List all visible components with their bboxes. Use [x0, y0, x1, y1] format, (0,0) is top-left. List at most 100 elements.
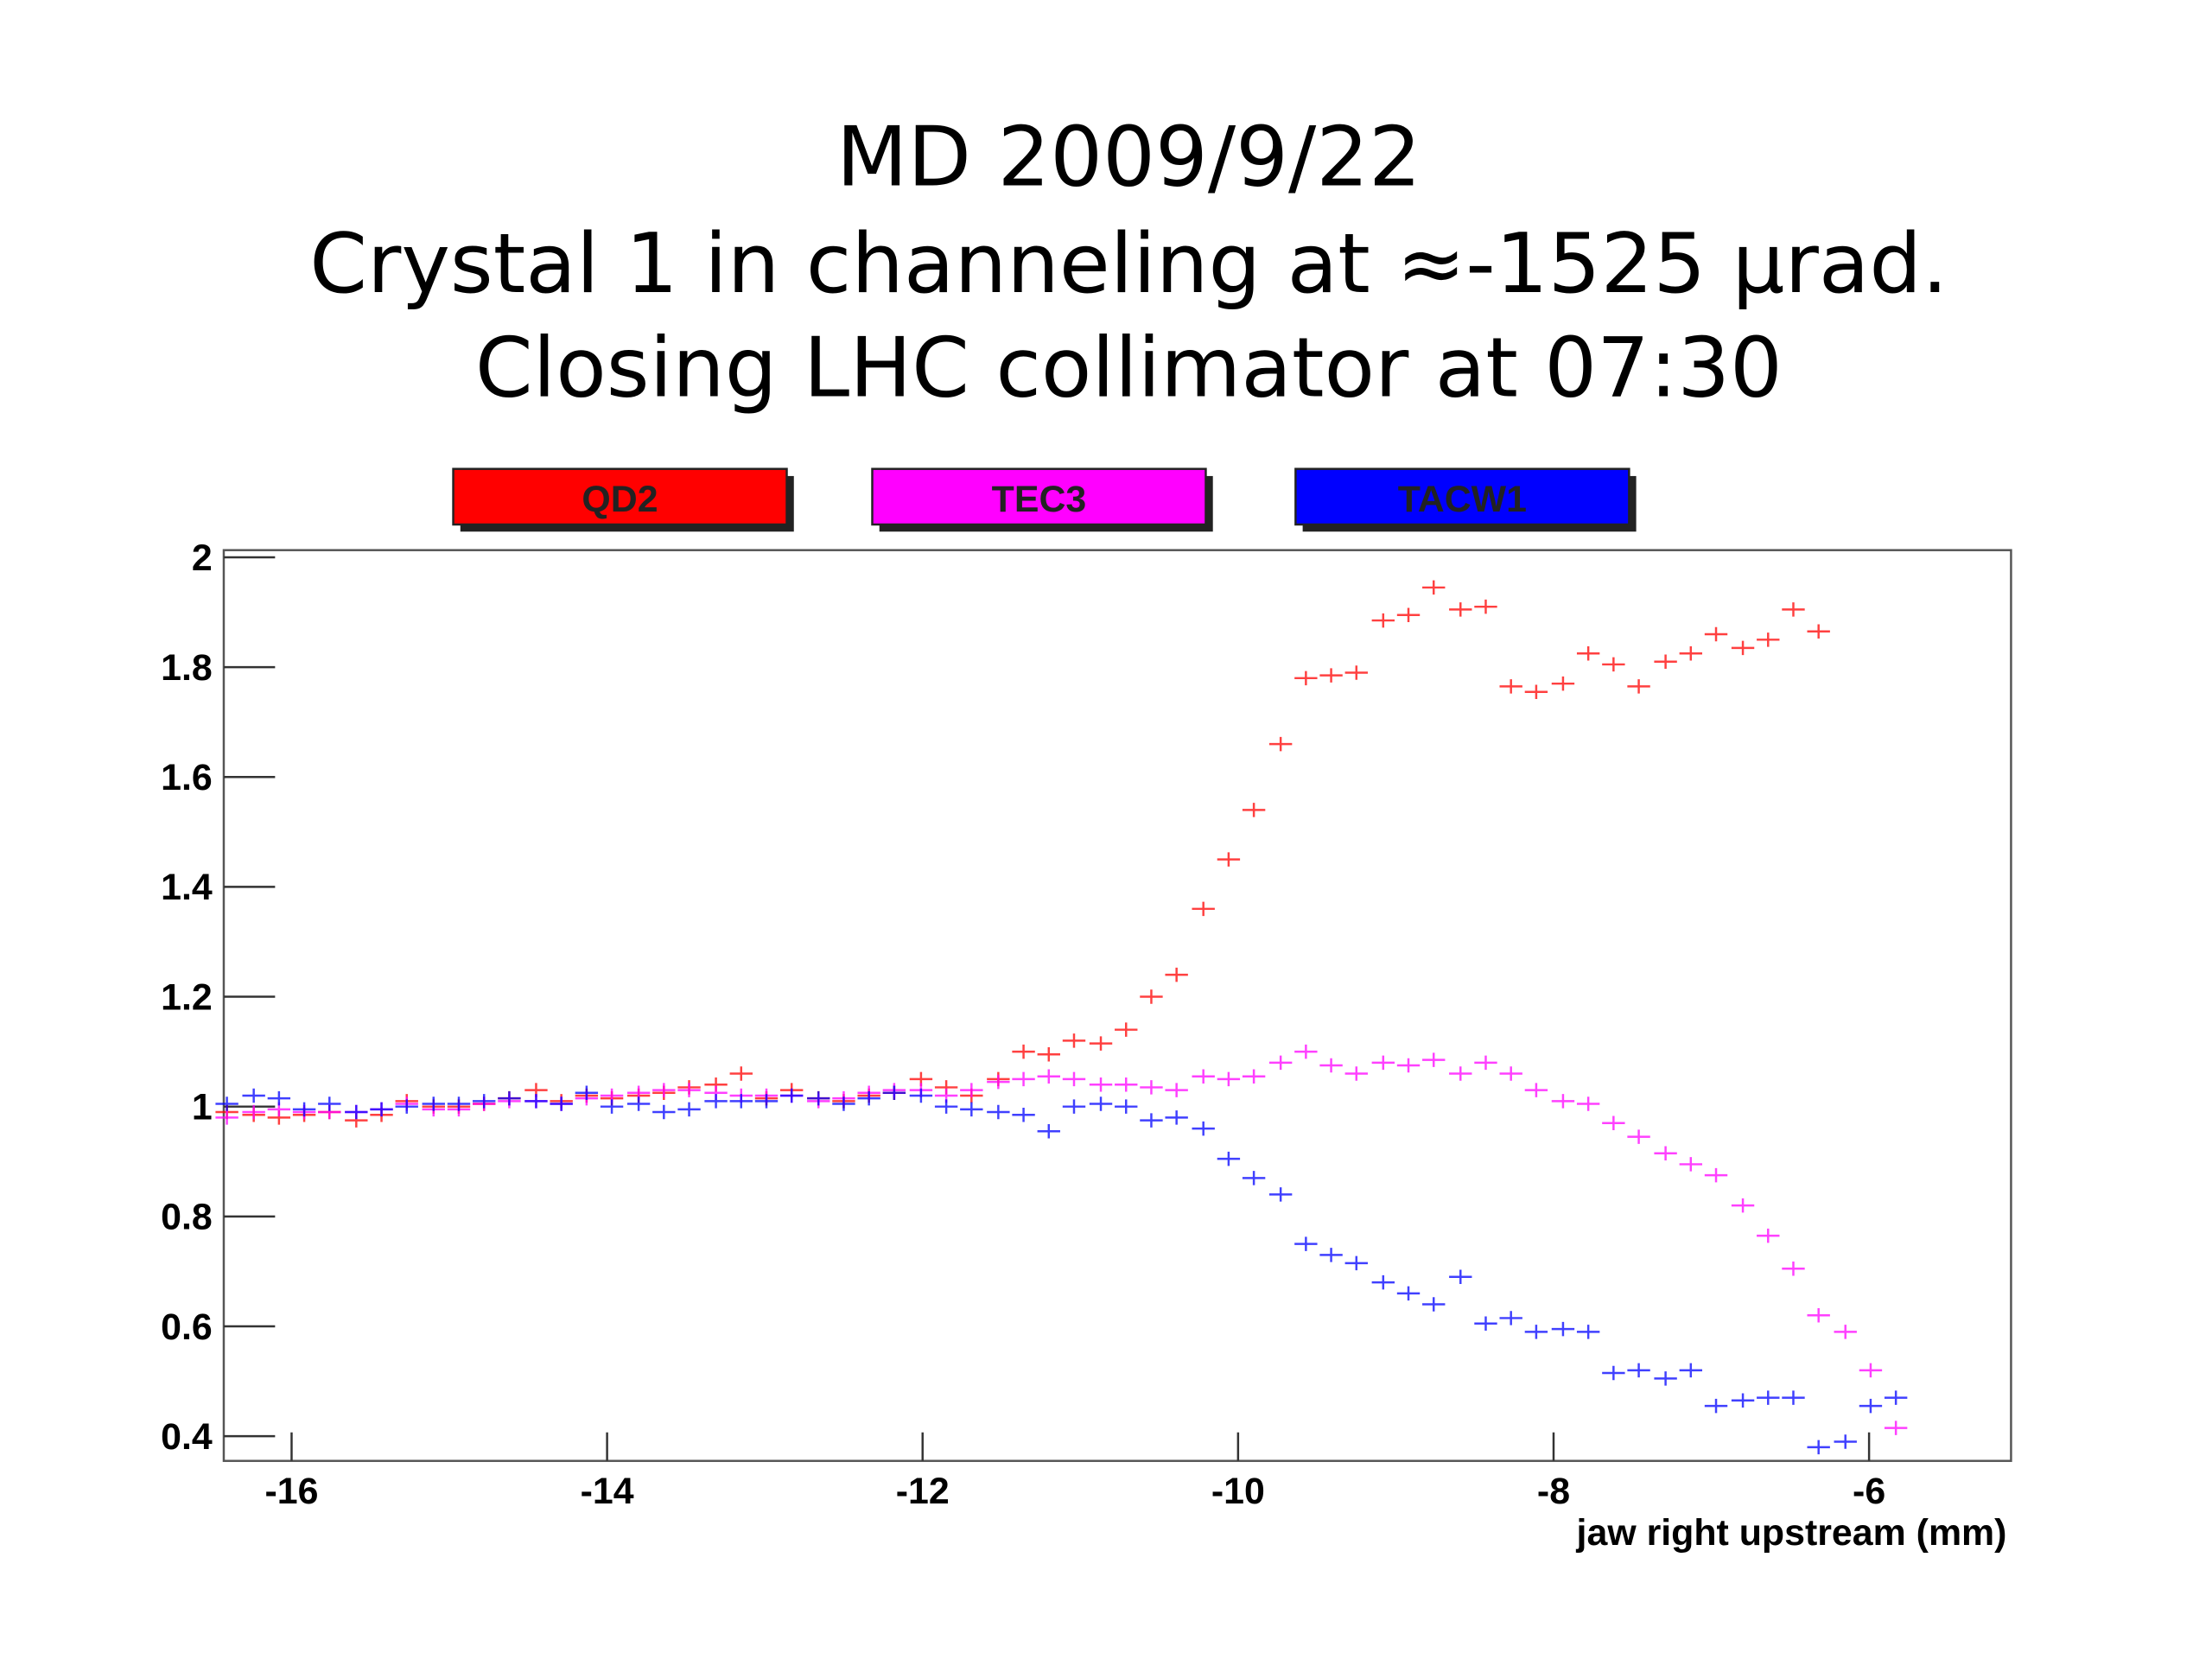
- data-point: [1884, 1421, 1908, 1435]
- data-point: [882, 1085, 906, 1101]
- data-point: [1294, 1236, 1318, 1251]
- data-point: [909, 1088, 933, 1103]
- y-tick-label: 1: [192, 1087, 213, 1128]
- data-point: [780, 1088, 804, 1103]
- title-line: Closing LHC collimator at 07:30: [475, 320, 1783, 416]
- data-point: [215, 1110, 238, 1125]
- data-point: [1679, 1157, 1703, 1172]
- legend-box: [871, 467, 1207, 526]
- data-point: [1474, 1055, 1497, 1071]
- data-point: [1807, 1440, 1830, 1455]
- y-tick-label: 2: [192, 537, 213, 579]
- data-point: [1217, 1151, 1241, 1166]
- data-point: [1217, 1071, 1241, 1087]
- x-tick-label: -14: [581, 1471, 634, 1512]
- data-point: [1704, 1398, 1728, 1414]
- data-point: [1757, 632, 1780, 647]
- data-point: [1294, 671, 1318, 686]
- data-point: [1757, 1390, 1780, 1405]
- data-point: [395, 1099, 418, 1114]
- data-point: [1396, 607, 1421, 622]
- y-tick-label: 1.8: [161, 647, 213, 689]
- data-point: [473, 1094, 496, 1109]
- data-point: [1344, 1255, 1368, 1271]
- data-point: [1859, 1398, 1883, 1414]
- data-point: [498, 1090, 521, 1106]
- data-point: [652, 1104, 676, 1120]
- x-axis-label: jaw right upstream (mm): [1576, 1512, 2007, 1554]
- data-point: [1782, 1261, 1805, 1276]
- data-point: [1807, 624, 1830, 639]
- legend-box: [1294, 467, 1630, 526]
- data-point: [1602, 1116, 1625, 1131]
- legend-label: TACW1: [1398, 479, 1527, 520]
- data-point: [1474, 1316, 1497, 1332]
- data-point: [292, 1102, 316, 1117]
- data-point: [1294, 1044, 1318, 1059]
- data-point: [1396, 1058, 1421, 1073]
- data-point: [1037, 1047, 1060, 1062]
- data-point: [1012, 1044, 1035, 1059]
- data-point: [1524, 1083, 1548, 1097]
- data-point: [1524, 684, 1548, 699]
- data-point: [1782, 1390, 1805, 1405]
- x-tick-label: -16: [264, 1471, 318, 1512]
- data-point: [1449, 1269, 1472, 1285]
- data-point: [370, 1102, 393, 1117]
- data-point: [1037, 1069, 1060, 1084]
- data-point: [1602, 657, 1625, 672]
- data-point: [1242, 1171, 1266, 1185]
- data-point: [1576, 1325, 1600, 1339]
- y-tick-label: 0.4: [161, 1416, 213, 1458]
- data-point: [1679, 645, 1703, 661]
- data-point: [1731, 640, 1755, 656]
- data-point: [267, 1090, 291, 1106]
- data-point: [1268, 1055, 1293, 1071]
- data-point: [1422, 1297, 1446, 1312]
- data-point: [1089, 1077, 1113, 1092]
- y-tick-label: 1.2: [161, 976, 213, 1018]
- data-point: [1217, 852, 1241, 867]
- data-point: [1551, 1094, 1575, 1109]
- data-point: [1782, 602, 1805, 617]
- data-point: [1422, 1052, 1446, 1067]
- data-point: [960, 1083, 983, 1097]
- x-tick-label: -6: [1853, 1471, 1885, 1512]
- y-tick-label: 1.4: [161, 867, 213, 908]
- data-point: [1576, 645, 1600, 661]
- data-point: [1627, 1363, 1650, 1378]
- data-point: [1524, 1325, 1548, 1339]
- data-point: [1884, 1390, 1908, 1405]
- data-point: [1834, 1434, 1857, 1449]
- data-point: [1679, 1363, 1703, 1378]
- data-point: [1319, 1248, 1343, 1262]
- data-point: [1499, 679, 1522, 694]
- data-point: [1115, 1077, 1138, 1092]
- data-point: [960, 1102, 983, 1117]
- x-tick-label: -12: [896, 1471, 950, 1512]
- data-point: [754, 1094, 779, 1109]
- data-point: [1551, 1321, 1575, 1337]
- data-point: [1242, 803, 1266, 817]
- data-point: [1192, 1069, 1215, 1084]
- data-point: [242, 1088, 265, 1103]
- x-tick-label: -8: [1537, 1471, 1570, 1512]
- data-point: [934, 1099, 958, 1114]
- data-point: [524, 1094, 548, 1109]
- data-point: [1165, 1110, 1188, 1125]
- data-point: [1089, 1036, 1113, 1051]
- data-point: [1654, 1146, 1677, 1160]
- title-line: MD 2009/9/22: [836, 108, 1421, 205]
- data-point: [1319, 668, 1343, 683]
- data-point: [1242, 1069, 1266, 1084]
- data-point: [729, 1066, 753, 1081]
- data-point: [1834, 1325, 1857, 1339]
- data-point: [1319, 1058, 1343, 1073]
- data-point: [345, 1104, 368, 1120]
- data-point: [1371, 613, 1395, 628]
- data-point: [1499, 1311, 1522, 1325]
- data-point: [1140, 1080, 1163, 1095]
- data-point: [1268, 1187, 1293, 1202]
- data-point: [1140, 1113, 1163, 1128]
- data-point: [600, 1099, 624, 1114]
